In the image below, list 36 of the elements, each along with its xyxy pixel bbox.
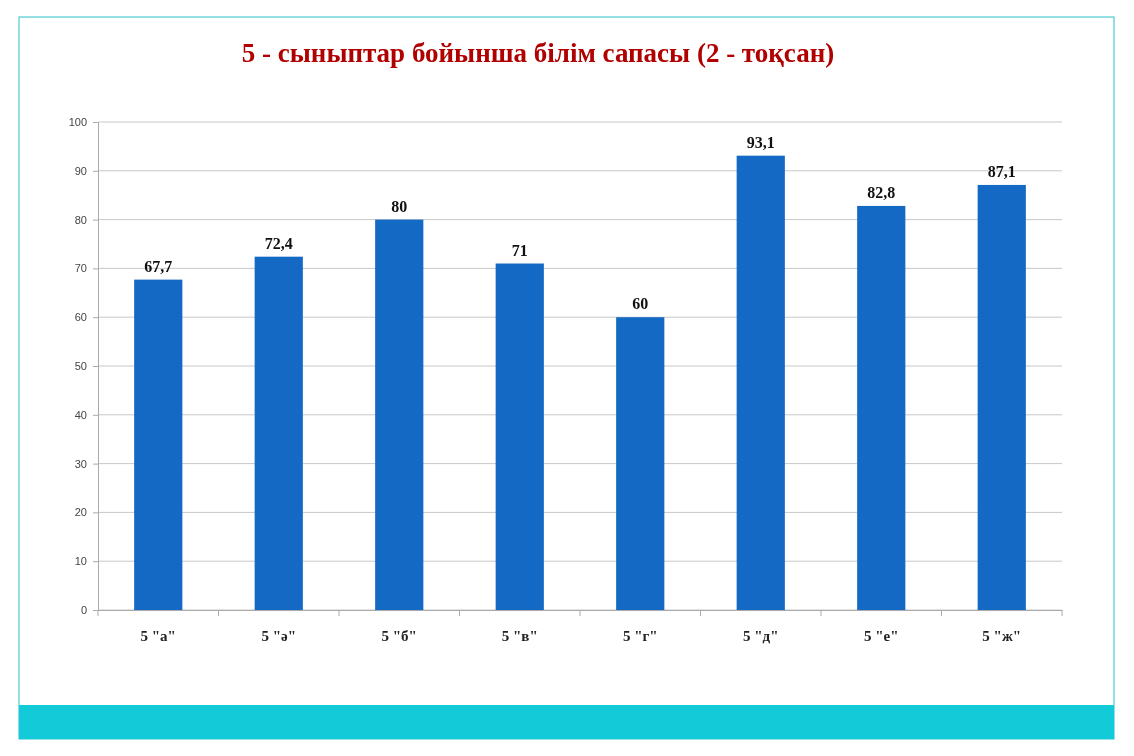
data-label: 87,1 bbox=[987, 162, 1016, 180]
x-tick-label: 5 "ә" bbox=[261, 627, 297, 644]
y-tick-label: 60 bbox=[74, 311, 87, 324]
bar bbox=[375, 219, 424, 610]
y-tick-label: 30 bbox=[74, 457, 87, 470]
bar bbox=[857, 205, 906, 610]
y-tick-label: 0 bbox=[80, 604, 87, 617]
data-label: 67,7 bbox=[144, 257, 173, 275]
y-tick-label: 50 bbox=[74, 360, 87, 373]
bar bbox=[134, 279, 183, 610]
x-tick-label: 5 "б" bbox=[381, 627, 417, 644]
bar bbox=[254, 256, 303, 610]
y-tick-label: 100 bbox=[68, 116, 87, 129]
bar bbox=[736, 155, 785, 610]
x-tick-label: 5 "д" bbox=[743, 627, 779, 644]
y-tick-label: 20 bbox=[74, 506, 87, 519]
y-tick-label: 40 bbox=[74, 408, 87, 421]
y-tick-label: 80 bbox=[74, 213, 87, 226]
y-tick-label: 10 bbox=[74, 555, 87, 568]
y-tick-label: 70 bbox=[74, 262, 87, 275]
data-label: 72,4 bbox=[264, 234, 293, 252]
data-label: 93,1 bbox=[746, 133, 775, 151]
y-tick-label: 90 bbox=[74, 164, 87, 177]
bar bbox=[495, 263, 544, 610]
data-label: 60 bbox=[632, 295, 649, 313]
bar bbox=[616, 317, 665, 610]
x-tick-label: 5 "в" bbox=[501, 627, 538, 644]
data-label: 82,8 bbox=[867, 183, 896, 201]
x-tick-label: 5 "а" bbox=[140, 627, 176, 644]
data-label: 80 bbox=[391, 197, 408, 215]
chart-title: 5 - сыныптар бойынша білім сапасы (2 - тоқсан) bbox=[241, 38, 835, 68]
data-label: 71 bbox=[511, 241, 528, 259]
x-tick-label: 5 "ж" bbox=[982, 627, 1022, 644]
x-tick-label: 5 "е" bbox=[863, 627, 899, 644]
x-tick-label: 5 "г" bbox=[622, 627, 658, 644]
bar bbox=[977, 184, 1026, 610]
